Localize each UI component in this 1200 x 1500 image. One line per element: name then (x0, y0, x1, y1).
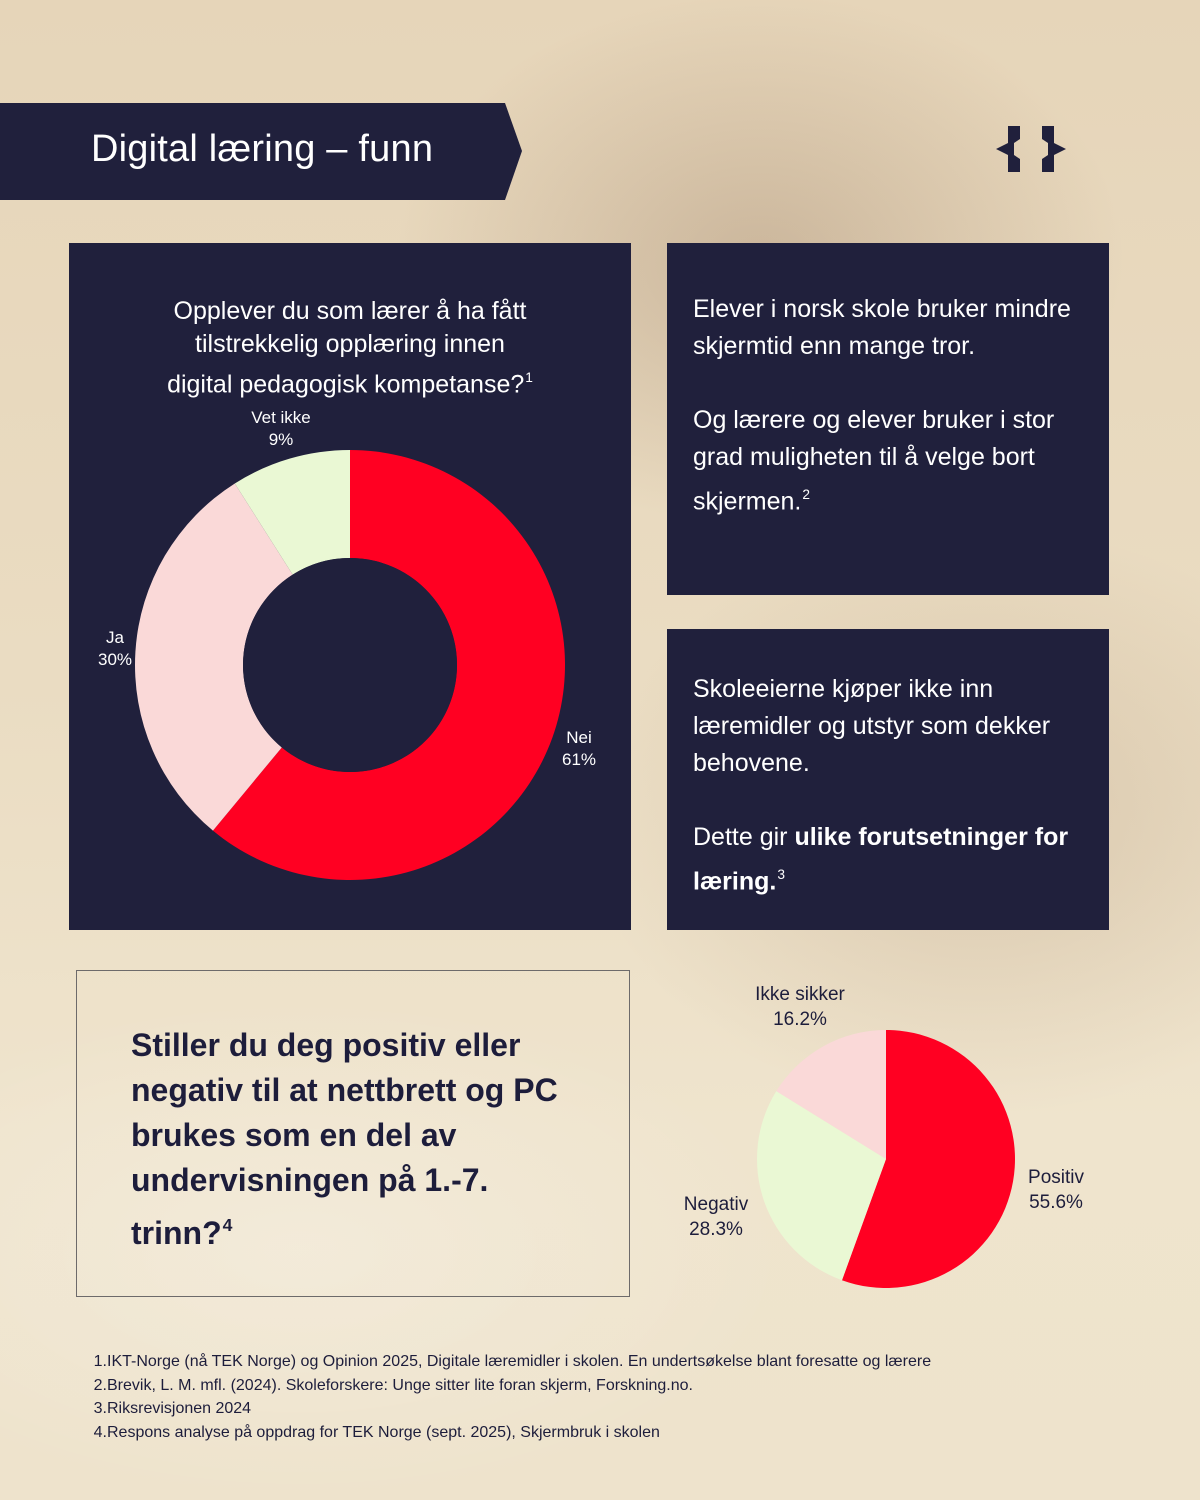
title-banner (0, 103, 522, 200)
footnote-item: 4. Respons analyse på oppdrag for TEK Nor… (91, 1421, 931, 1445)
footnote-item: 3. Riksrevisjonen 2024 (91, 1397, 931, 1421)
label-negativ: Negativ (684, 1194, 749, 1215)
school-owners-text: Skoleeierne kjøper ikke inn læremidler o… (693, 671, 1087, 900)
donut-question-line: Opplever du som lærer å ha fått (173, 297, 527, 325)
footnote-text: Brevik, L. M. mfl. (2024). Skoleforskere… (107, 1376, 693, 1394)
value-label-negativ: 28.3% (689, 1219, 743, 1240)
label-ja: Ja (106, 628, 125, 647)
donut-question-line: digital pedagogisk kompetanse?1 (69, 361, 631, 401)
slice-nei (212, 450, 566, 880)
footnote-ref: 4 (222, 1215, 233, 1235)
survey-question: Stiller du deg positiv eller negativ til… (131, 1023, 581, 1256)
screen-time-panel: Elever i norsk skole bruker mindre skjer… (667, 243, 1109, 595)
school-owners-paragraph: Skoleeierne kjøper ikke inn læremidler o… (693, 675, 1051, 777)
footnote-text: Respons analyse på oppdrag for TEK Norge… (107, 1423, 660, 1441)
curly-braces-logo-icon (996, 126, 1066, 172)
donut-question-line: tilstrekkelig opplæring innen (195, 330, 505, 358)
value-label-vet-ikke: 9% (269, 430, 294, 449)
slice-vet-ikke (234, 450, 350, 575)
slice-ja (134, 483, 293, 831)
footnote-number: 3. (93, 1400, 107, 1417)
label-nei: Nei (566, 728, 592, 747)
survey-question-box: Stiller du deg positiv eller negativ til… (76, 970, 630, 1297)
survey-question-text: Stiller du deg positiv eller negativ til… (131, 1027, 558, 1252)
pie-chart: Positiv 55.6% Negativ 28.3% Ikke sikker 16.2% (684, 984, 1084, 1288)
learning-prefix: Dette gir (693, 823, 795, 851)
slice-ikke-sikker (776, 1030, 886, 1159)
value-label-positiv: 55.6% (1029, 1192, 1083, 1213)
footnote-number: 2. (93, 1376, 107, 1394)
label-positiv: Positiv (1028, 1167, 1084, 1188)
screen-time-text: Elever i norsk skole bruker mindre skjer… (693, 291, 1087, 520)
page-title: Digital læring – funn (91, 128, 434, 170)
footnote-text: Riksrevisjonen 2024 (107, 1400, 252, 1417)
label-ikke-sikker: Ikke sikker (755, 984, 845, 1005)
footnote-number: 1. (93, 1353, 107, 1370)
slice-positiv (841, 1030, 1015, 1288)
slice-negativ (757, 1091, 886, 1281)
learning-conditions-paragraph: Dette gir ulike forutsetninger for lærin… (693, 819, 1087, 900)
footnote-item: 1. IKT-Norge (nå TEK Norge) og Opinion 20… (91, 1350, 931, 1374)
donut-chart: Nei 61% Ja 30% Vet ikke 9% (98, 408, 596, 880)
footnote-ref: 3 (777, 867, 786, 882)
learning-suffix: . (769, 867, 777, 896)
footnote-text: IKT-Norge (nå TEK Norge) og Opinion 2025… (107, 1353, 932, 1370)
value-label-ja: 30% (98, 650, 132, 669)
screen-choice-text: Og lærere og elever bruker i stor grad m… (693, 406, 1055, 516)
footnotes-list: 1. IKT-Norge (nå TEK Norge) og Opinion 20… (91, 1350, 931, 1444)
footnote-item: 2. Brevik, L. M. mfl. (2024). Skoleforske… (91, 1374, 931, 1398)
footnote-number: 4. (93, 1423, 107, 1441)
value-label-ikke-sikker: 16.2% (773, 1009, 827, 1030)
donut-question-line-text: digital pedagogisk kompetanse? (167, 370, 525, 399)
donut-chart-question: Opplever du som lærer å ha fått tilstrek… (69, 295, 631, 401)
screen-time-paragraph: Elever i norsk skole bruker mindre skjer… (693, 295, 1071, 360)
footnote-ref: 1 (525, 370, 533, 385)
donut-chart-panel: Opplever du som lærer å ha fått tilstrek… (69, 243, 631, 930)
school-owners-panel: Skoleeierne kjøper ikke inn læremidler o… (667, 629, 1109, 930)
value-label-nei: 61% (562, 750, 596, 769)
learning-conditions-emphasis: ulike forutsetninger for læring (693, 823, 1069, 896)
label-vet-ikke: Vet ikke (251, 408, 311, 427)
donut-hole (243, 558, 457, 772)
screen-choice-paragraph: Og lærere og elever bruker i stor grad m… (693, 402, 1087, 520)
footnote-ref: 2 (802, 487, 811, 502)
